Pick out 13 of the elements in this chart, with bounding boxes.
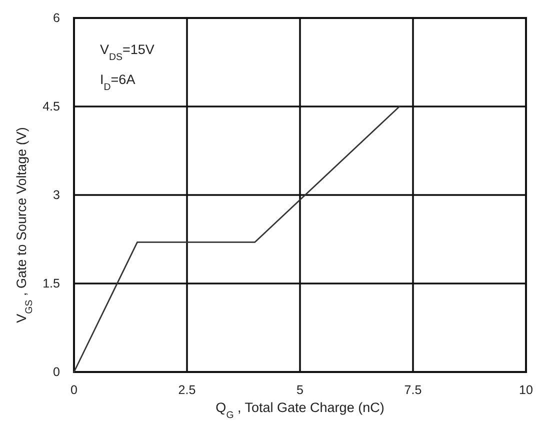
y-tick-label: 6 — [53, 11, 60, 25]
x-tick-label: 5 — [296, 383, 304, 397]
x-axis-title: Q$_{G}$ , Total Gate Charge (nC) — [216, 400, 384, 420]
y-tick-label: 0 — [53, 365, 60, 379]
x-tick-label: 7.5 — [404, 383, 422, 397]
y-tick-label: 1.5 — [42, 276, 60, 290]
y-tick-label: 4.5 — [42, 100, 60, 114]
annotation: I$_{D}$=6A — [100, 72, 136, 92]
annotation: V$_{DS}$=15V — [100, 42, 154, 62]
x-tick-label: 0 — [70, 383, 78, 397]
x-tick-label: 2.5 — [178, 383, 196, 397]
x-tick-label: 10 — [519, 383, 533, 397]
y-tick-label: 3 — [53, 188, 60, 202]
